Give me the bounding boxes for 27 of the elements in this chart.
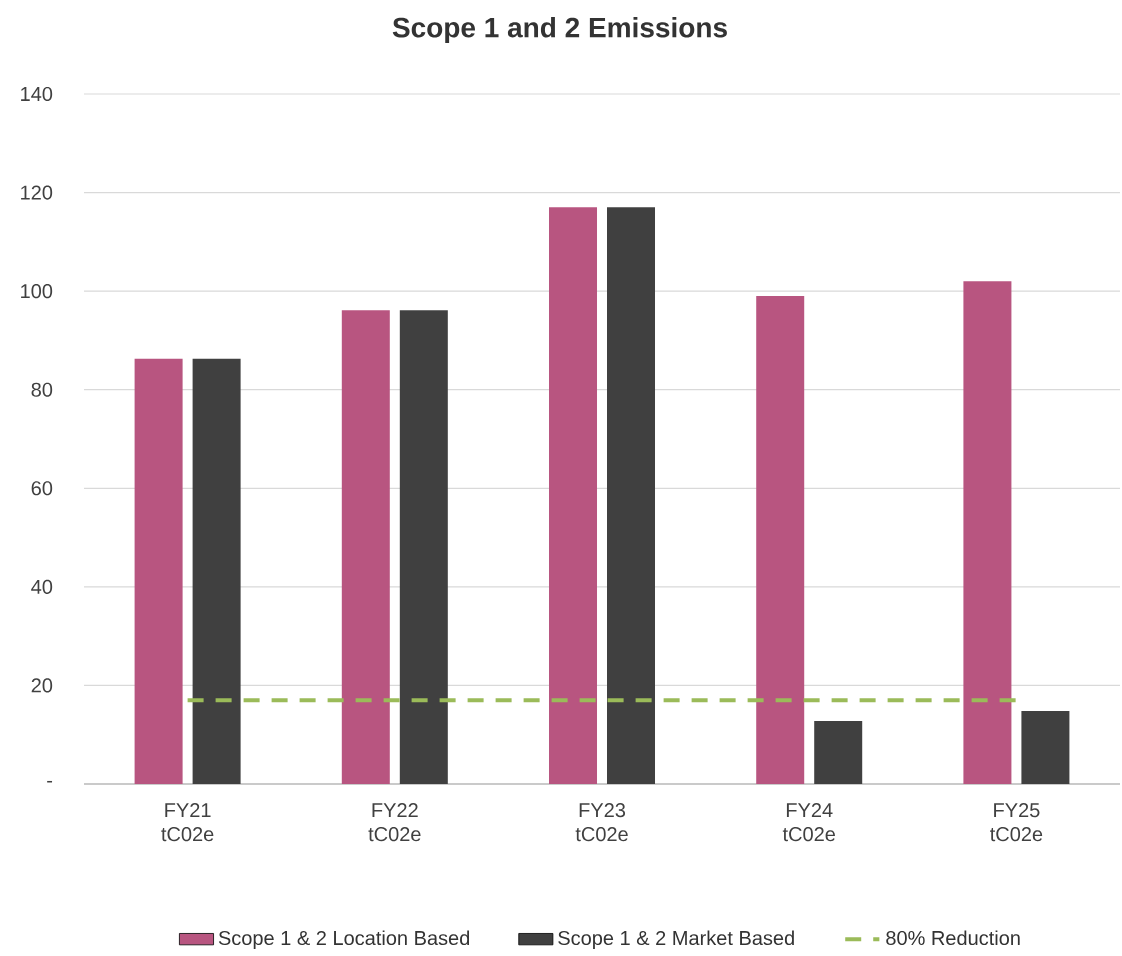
bar [549, 207, 598, 785]
y-tick-label: 80 [31, 382, 53, 397]
bar [192, 358, 241, 785]
y-tick-label: - [47, 781, 53, 783]
bar [134, 358, 183, 785]
bar [1021, 711, 1070, 785]
bar [607, 207, 656, 785]
bar [756, 296, 805, 785]
x-tick-label: FY23 tC02e [575, 803, 628, 842]
x-tick-label: FY21 tC02e [161, 803, 214, 842]
y-tick-label: 120 [21, 185, 53, 200]
x-tick-label: FY22 tC02e [368, 803, 421, 842]
legend-label: 80% Reduction [886, 930, 1020, 946]
bar [341, 310, 390, 785]
legend-label: Scope 1 & 2 Location Based [218, 930, 470, 950]
bar [963, 281, 1012, 785]
x-tick-label: FY24 tC02e [782, 803, 835, 842]
y-tick-label: 40 [31, 579, 53, 594]
legend-label: Scope 1 & 2 Market Based [558, 930, 794, 950]
chart-title: Scope 1 and 2 Emissions [392, 16, 727, 44]
y-tick-label: 100 [21, 284, 53, 299]
y-tick-label: 60 [31, 481, 53, 496]
bar [399, 310, 448, 785]
x-tick-label: FY25 tC02e [990, 803, 1043, 842]
y-tick-label: 20 [31, 678, 53, 693]
bar [814, 720, 863, 785]
y-tick-label: 140 [21, 86, 53, 102]
